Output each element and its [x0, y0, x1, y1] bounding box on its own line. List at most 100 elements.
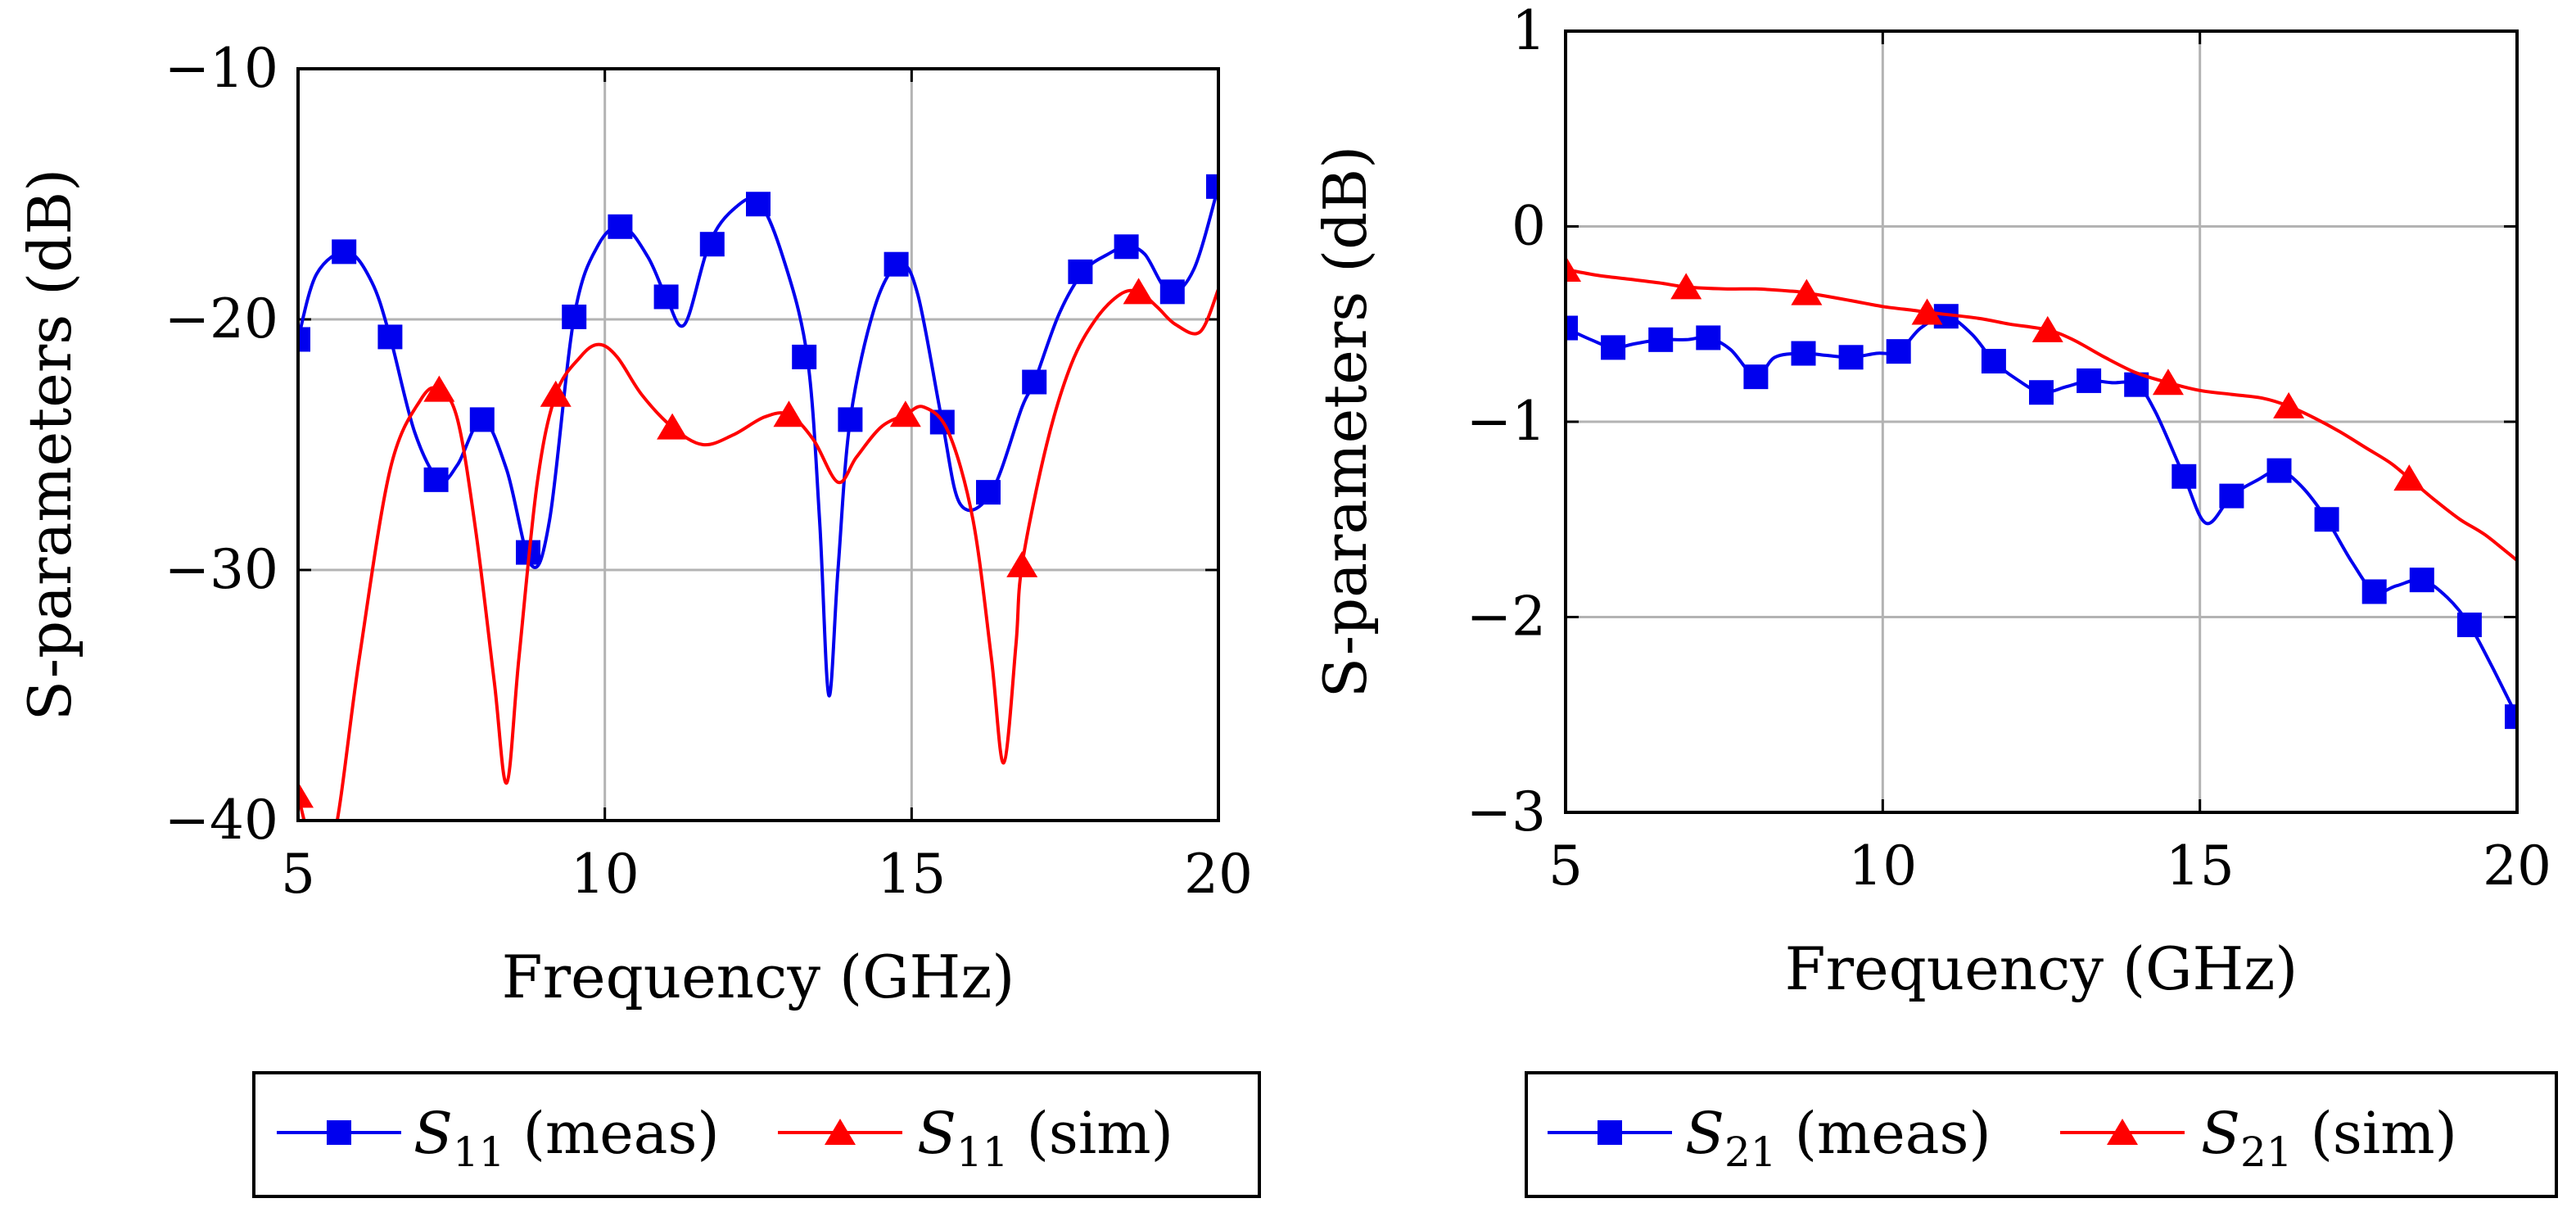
legend-marker-square: [1598, 1120, 1622, 1145]
marker-s21-meas: [1743, 364, 1769, 390]
marker-s21-meas: [2361, 579, 2387, 604]
axes-frame: [296, 67, 1220, 822]
marker-s21-sim: [1911, 298, 1943, 325]
marker-s21-meas: [1648, 327, 1674, 352]
marker-s21-sim: [2393, 464, 2425, 491]
chart-s21: 5 10 15 20 −3 −2 −1 0 1 Frequency (GHz) …: [1311, 0, 2558, 1198]
marker-s21-sim: [1566, 255, 1581, 282]
y-tick-label: 1: [1512, 0, 1546, 62]
marker-s11-sim: [773, 400, 805, 427]
x-tick-label: 20: [2483, 834, 2551, 898]
chart-s11: 5 10 15 20 −40 −30 −20 −10 Frequency (GH…: [16, 37, 1261, 1198]
marker-s21-sim: [2273, 391, 2305, 418]
legend: S11 (meas) S11 (sim): [252, 1071, 1261, 1198]
marker-s21-meas: [2172, 464, 2197, 489]
y-tick-label: −3: [1467, 780, 1546, 843]
legend-label: S11 (sim): [917, 1100, 1173, 1176]
y-tick-labels: −3 −2 −1 0 1: [1467, 0, 1546, 843]
marker-s11-meas: [792, 344, 817, 369]
legend-box: [1525, 1071, 2558, 1198]
legend-label: S11 (meas): [414, 1100, 720, 1176]
marker-s11-meas: [746, 192, 771, 217]
marker-s11-meas: [298, 327, 310, 352]
marker-s21-meas: [2266, 458, 2292, 483]
marker-s11-sim: [657, 413, 689, 440]
x-tick-label: 5: [1548, 834, 1583, 898]
y-tick-label: −30: [165, 538, 278, 601]
legend-box: [252, 1071, 1261, 1198]
y-tick-label: −40: [165, 789, 278, 852]
marker-s11-meas: [377, 324, 403, 350]
x-axis-label: Frequency (GHz): [1785, 934, 2298, 1003]
plot-area: [298, 174, 1218, 821]
marker-s21-meas: [2409, 568, 2434, 593]
marker-s21-meas: [2077, 368, 2102, 393]
axes-frame: [1564, 29, 2519, 814]
marker-s11-meas: [562, 304, 587, 329]
marker-s21-meas: [2219, 483, 2244, 509]
x-tick-label: 10: [571, 843, 639, 906]
series-line-s21-meas: [1566, 314, 2517, 718]
marker-s21-meas: [2029, 380, 2054, 405]
axis-ticks: [296, 67, 1220, 822]
marker-s11-meas: [1159, 279, 1185, 305]
legend-marker-triangle: [2107, 1119, 2138, 1145]
y-tick-label: −20: [165, 287, 278, 350]
marker-s11-sim: [889, 400, 921, 427]
marker-s11-meas: [1114, 234, 1139, 260]
marker-s21-meas: [1838, 345, 1864, 370]
x-axis-label: Frequency (GHz): [502, 943, 1015, 1011]
marker-s11-meas: [469, 407, 495, 432]
legend: S21 (meas) S21 (sim): [1525, 1071, 2558, 1198]
legend-label: S21 (meas): [1685, 1100, 1991, 1176]
marker-s11-meas: [1068, 259, 1093, 284]
marker-s11-meas: [884, 251, 909, 277]
y-tick-label: −2: [1467, 586, 1546, 649]
marker-s21-meas: [2314, 507, 2339, 532]
x-tick-label: 10: [1848, 834, 1917, 898]
marker-s11-sim: [1123, 278, 1155, 305]
x-tick-label: 5: [281, 843, 315, 906]
y-axis-label: S-parameters (dB): [16, 169, 84, 721]
legend-marker-square: [327, 1120, 351, 1145]
marker-s21-sim: [2031, 315, 2063, 342]
marker-s21-meas: [1886, 339, 1911, 364]
marker-s11-sim: [423, 375, 455, 402]
marker-s11-meas: [1022, 369, 1047, 395]
y-tick-label: 0: [1512, 195, 1546, 258]
marker-s11-sim: [540, 380, 572, 407]
legend-label: S21 (sim): [2201, 1100, 2457, 1176]
series-line-s21-sim: [1566, 268, 2517, 562]
legend-entry-s21-meas: S21 (meas): [1548, 1100, 1991, 1176]
legend-entry-s21-sim: S21 (sim): [2060, 1100, 2457, 1176]
plot-area: [1566, 255, 2517, 730]
y-axis-label: S-parameters (dB): [1311, 146, 1380, 699]
x-tick-labels: 5 10 15 20: [281, 843, 1253, 906]
marker-s21-sim: [1791, 278, 1823, 305]
legend-marker-triangle: [825, 1119, 856, 1145]
marker-s11-meas: [332, 239, 357, 265]
marker-s11-meas: [608, 214, 633, 239]
y-tick-label: −1: [1467, 390, 1546, 453]
marker-s21-meas: [1601, 335, 1626, 360]
grid-lines: [296, 67, 1220, 822]
marker-s11-sim: [298, 781, 314, 808]
y-tick-labels: −40 −30 −20 −10: [165, 37, 278, 852]
grid-lines: [1564, 29, 2519, 814]
marker-s21-meas: [1981, 349, 2006, 374]
marker-s21-meas: [1566, 315, 1578, 341]
marker-s21-meas: [2456, 613, 2482, 638]
x-tick-label: 15: [877, 843, 946, 906]
marker-s21-sim: [1670, 273, 1702, 300]
marker-s11-meas: [1206, 174, 1218, 199]
marker-s11-meas: [699, 232, 725, 257]
marker-s21-meas: [2505, 704, 2517, 730]
legend-entry-s11-meas: S11 (meas): [277, 1100, 720, 1176]
marker-s21-meas: [1791, 341, 1816, 366]
y-tick-label: −10: [165, 37, 278, 100]
x-tick-label: 20: [1184, 843, 1253, 906]
series-line-s11-sim: [298, 288, 1218, 821]
marker-s11-meas: [423, 467, 449, 492]
marker-s21-meas: [1696, 325, 1721, 350]
